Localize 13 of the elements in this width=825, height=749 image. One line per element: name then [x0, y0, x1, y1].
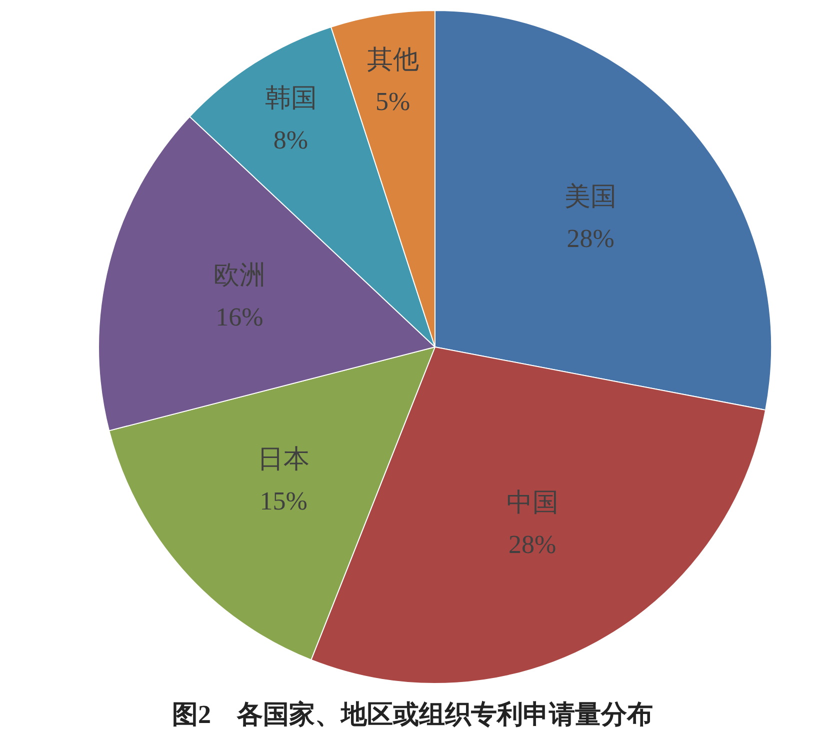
- data-label: 28%: [508, 530, 556, 559]
- data-label: 16%: [216, 302, 264, 332]
- data-label: 8%: [273, 126, 308, 155]
- text: 图2 各国家、地区或组织专利申请量分布: [171, 699, 654, 731]
- slice-label: 日本: [258, 444, 310, 474]
- slice-label: 欧洲: [213, 260, 266, 290]
- slice-label: 美国: [564, 182, 617, 212]
- slice-label: 其他: [366, 44, 419, 74]
- slice-label: 韩国: [264, 84, 317, 113]
- data-label: 5%: [376, 86, 410, 116]
- slice-label: 中国: [506, 488, 558, 517]
- data-label: 15%: [260, 486, 308, 516]
- data-label: 28%: [566, 224, 614, 254]
